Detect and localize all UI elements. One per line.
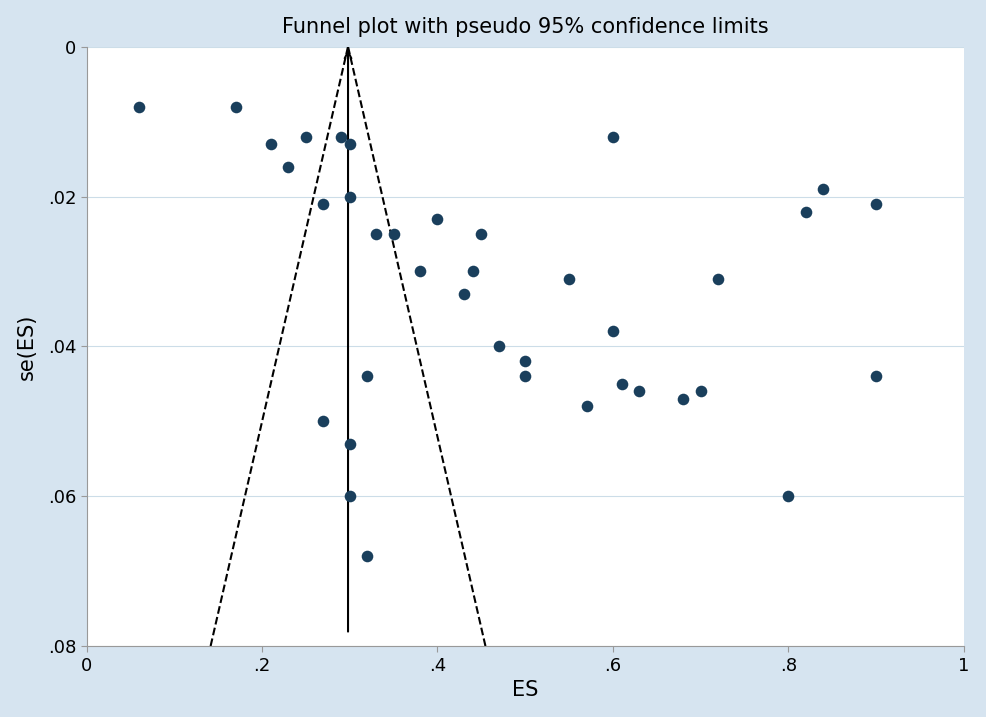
Point	[868, 371, 883, 382]
Point	[579, 401, 595, 412]
X-axis label: ES: ES	[512, 680, 538, 701]
Point	[456, 288, 471, 300]
Point	[710, 273, 726, 285]
Point	[868, 199, 883, 210]
Point	[561, 273, 577, 285]
Point	[386, 228, 401, 239]
Point	[815, 184, 831, 195]
Point	[263, 138, 279, 150]
Y-axis label: se(ES): se(ES)	[17, 313, 36, 379]
Point	[342, 191, 358, 202]
Point	[613, 378, 629, 389]
Point	[316, 199, 331, 210]
Title: Funnel plot with pseudo 95% confidence limits: Funnel plot with pseudo 95% confidence l…	[282, 16, 768, 37]
Point	[780, 490, 796, 502]
Point	[693, 386, 709, 397]
Point	[228, 101, 244, 113]
Point	[316, 416, 331, 427]
Point	[333, 130, 349, 142]
Point	[131, 101, 147, 113]
Point	[360, 551, 376, 562]
Point	[631, 386, 647, 397]
Point	[412, 266, 428, 277]
Point	[342, 138, 358, 150]
Point	[473, 228, 489, 239]
Point	[675, 393, 691, 404]
Point	[798, 206, 813, 217]
Point	[518, 356, 533, 367]
Point	[605, 130, 621, 142]
Point	[368, 228, 384, 239]
Point	[360, 371, 376, 382]
Point	[491, 341, 507, 352]
Point	[298, 130, 314, 142]
Point	[605, 326, 621, 337]
Point	[430, 213, 446, 224]
Point	[464, 266, 480, 277]
Point	[518, 371, 533, 382]
Point	[342, 438, 358, 450]
Point	[342, 490, 358, 502]
Point	[280, 161, 296, 172]
